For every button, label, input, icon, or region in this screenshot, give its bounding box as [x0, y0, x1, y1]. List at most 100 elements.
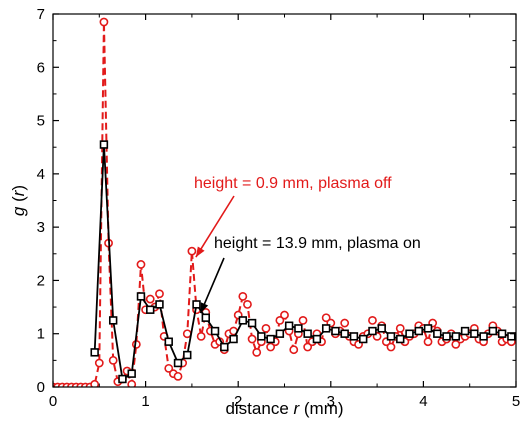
series-2-point — [164, 337, 173, 346]
series-1-point — [238, 292, 248, 301]
series-1-point — [136, 260, 146, 269]
y-tick-label: 0 — [37, 379, 45, 396]
series-1-point — [266, 342, 276, 352]
x-tick-label: 1 — [141, 393, 149, 410]
series-1-point — [303, 342, 313, 352]
series-2-point — [340, 329, 349, 338]
series-1-point — [127, 379, 137, 387]
series-2-line — [93, 144, 512, 381]
series-1-point — [155, 289, 164, 299]
series-2-point — [266, 334, 275, 344]
series-2-point — [359, 334, 368, 344]
plot-frame — [52, 13, 517, 388]
series-2-point — [127, 369, 136, 378]
series-2-point — [146, 305, 155, 314]
series-1-point — [182, 329, 192, 339]
x-tick-label: 0 — [49, 393, 57, 410]
series-2-point — [294, 324, 303, 333]
annotation-1-label: height = 0.9 mm, plasma off — [194, 175, 392, 192]
series-1-point — [261, 323, 271, 333]
annotation-2-arrowhead — [200, 302, 209, 314]
series-1-point — [289, 345, 299, 355]
series-2-point — [331, 326, 340, 336]
series-2-point — [442, 332, 451, 341]
x-axis-title: distance r (mm) — [225, 399, 343, 418]
series-1-point — [275, 315, 285, 325]
series-2-point — [423, 324, 433, 333]
annotations: height = 0.9 mm, plasma off height = 13.9… — [194, 175, 421, 314]
series-2-point — [497, 329, 507, 338]
series-2-point — [238, 316, 248, 325]
series-2-point — [229, 334, 238, 344]
series-2-point — [349, 332, 359, 341]
series-1-point — [252, 347, 262, 357]
series-1-point — [368, 315, 377, 325]
series-2-point — [220, 342, 229, 352]
x-tick-label: 4 — [419, 393, 427, 410]
series-2-point — [118, 374, 127, 384]
series-2-point — [284, 321, 294, 330]
series-2-point — [377, 324, 386, 333]
series-1-point — [395, 323, 405, 333]
series-2-point — [155, 300, 164, 309]
y-tick-label: 3 — [37, 219, 45, 236]
y-axis-title: g (r) — [9, 185, 28, 216]
series-2-point — [247, 318, 257, 328]
series-2-point — [173, 358, 183, 368]
series-1-point — [451, 339, 461, 349]
series-1-point — [386, 342, 396, 352]
series-2-point — [303, 329, 312, 338]
annotation-1: height = 0.9 mm, plasma off — [194, 175, 392, 258]
series-2-point — [433, 329, 442, 338]
series-1-point — [164, 363, 174, 373]
series-1-point — [298, 315, 308, 325]
annotation-1-arrowhead — [195, 246, 205, 258]
series-2-point — [488, 326, 498, 336]
y-tick-label: 4 — [37, 166, 45, 183]
y-tick-label: 7 — [37, 6, 45, 23]
series-2-point — [405, 329, 414, 338]
series-2-point — [201, 313, 210, 322]
axes: 0 1 2 3 4 5 0 1 2 3 4 5 6 7 distance r (mm) g (r) — [9, 6, 520, 418]
series-2 — [90, 140, 516, 384]
plot-area — [53, 17, 516, 387]
series-2-point — [108, 316, 118, 325]
series-2-point — [99, 140, 109, 149]
x-tick-label: 5 — [512, 393, 520, 410]
series-2-point — [470, 329, 479, 338]
series-2-point — [507, 332, 516, 341]
series-2-point — [183, 350, 192, 360]
series-1-point — [196, 331, 206, 341]
y-tick-label: 5 — [37, 113, 45, 130]
annotation-2-label: height = 13.9 mm, plasma on — [214, 235, 421, 252]
series-2-point — [368, 326, 377, 336]
series-2-point — [321, 324, 331, 333]
y-tick-label: 1 — [37, 326, 45, 343]
series-1-point — [187, 246, 197, 256]
series-2-point — [257, 332, 266, 341]
y-tick-label: 2 — [37, 272, 45, 289]
series-2-point — [479, 332, 488, 341]
series-1-point — [94, 358, 104, 368]
series-2-point — [386, 332, 396, 341]
series-2-point — [136, 292, 146, 301]
series-1-point — [108, 355, 118, 365]
series-2-point — [451, 332, 461, 341]
annotation-1-arrow — [195, 195, 235, 258]
series-2-point — [414, 326, 423, 336]
y-tick-label: 6 — [37, 59, 45, 76]
x-tick-label: 2 — [234, 393, 242, 410]
series-1-point — [243, 300, 252, 309]
series-1-point — [173, 371, 183, 381]
series-2-point — [192, 300, 201, 309]
series-2-point — [312, 334, 322, 344]
series-2-point — [90, 348, 99, 357]
series-1-point — [90, 379, 100, 387]
series-1-point — [145, 294, 155, 304]
series-1-point — [280, 310, 289, 320]
series-2-point — [460, 326, 470, 336]
series-1-point — [321, 313, 331, 323]
x-tick-label: 3 — [327, 393, 335, 410]
series-2-point — [275, 329, 285, 338]
series-1-point — [99, 17, 109, 27]
